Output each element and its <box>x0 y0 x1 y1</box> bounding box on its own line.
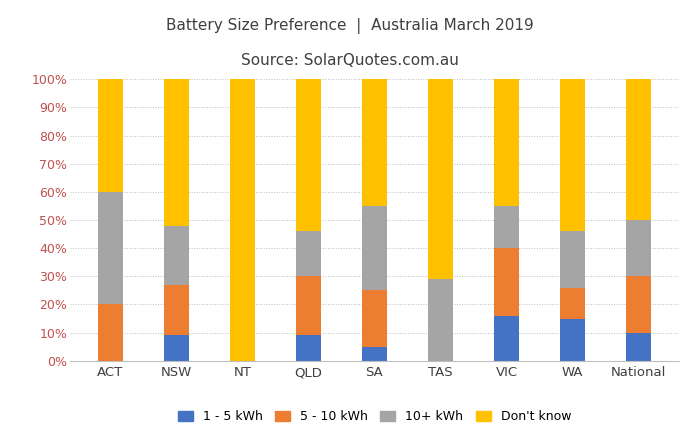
Bar <box>362 290 387 347</box>
Bar <box>362 347 387 361</box>
Bar <box>98 304 122 361</box>
Bar <box>494 248 519 316</box>
Text: Source: SolarQuotes.com.au: Source: SolarQuotes.com.au <box>241 53 459 68</box>
Bar <box>362 79 387 206</box>
Bar <box>296 79 321 231</box>
Bar <box>98 79 122 192</box>
Bar <box>494 206 519 248</box>
Bar <box>230 79 255 361</box>
Bar <box>560 79 585 231</box>
Bar <box>164 79 189 226</box>
Legend: 1 - 5 kWh, 5 - 10 kWh, 10+ kWh, Don't know: 1 - 5 kWh, 5 - 10 kWh, 10+ kWh, Don't kn… <box>174 407 575 427</box>
Bar <box>626 333 651 361</box>
Bar <box>560 231 585 288</box>
Bar <box>626 79 651 220</box>
Bar <box>164 226 189 285</box>
Bar <box>164 285 189 335</box>
Bar <box>296 276 321 335</box>
Bar <box>626 220 651 276</box>
Text: Battery Size Preference  |  Australia March 2019: Battery Size Preference | Australia Marc… <box>166 18 534 33</box>
Bar <box>296 231 321 276</box>
Bar <box>494 316 519 361</box>
Bar <box>98 192 122 304</box>
Bar <box>362 206 387 290</box>
Bar <box>626 276 651 333</box>
Bar <box>560 319 585 361</box>
Bar <box>494 79 519 206</box>
Bar <box>560 288 585 319</box>
Bar <box>164 335 189 361</box>
Bar <box>428 79 453 279</box>
Bar <box>296 335 321 361</box>
Bar <box>428 279 453 361</box>
